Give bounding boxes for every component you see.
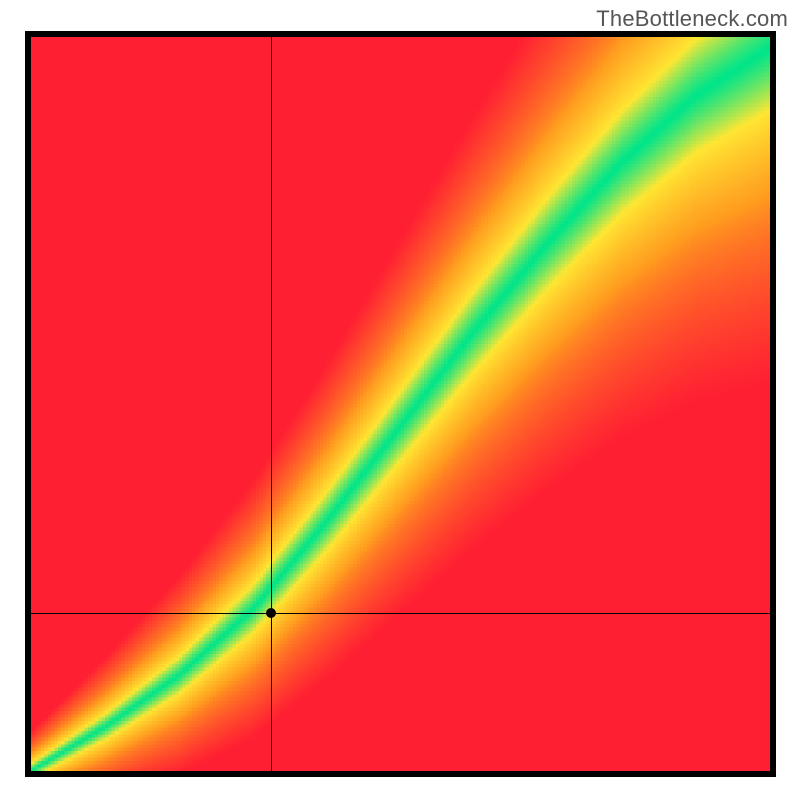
plot-frame [25,31,776,777]
watermark-text: TheBottleneck.com [596,6,788,32]
crosshair-vertical [271,37,272,771]
chart-container: TheBottleneck.com [0,0,800,800]
crosshair-horizontal [31,613,770,614]
